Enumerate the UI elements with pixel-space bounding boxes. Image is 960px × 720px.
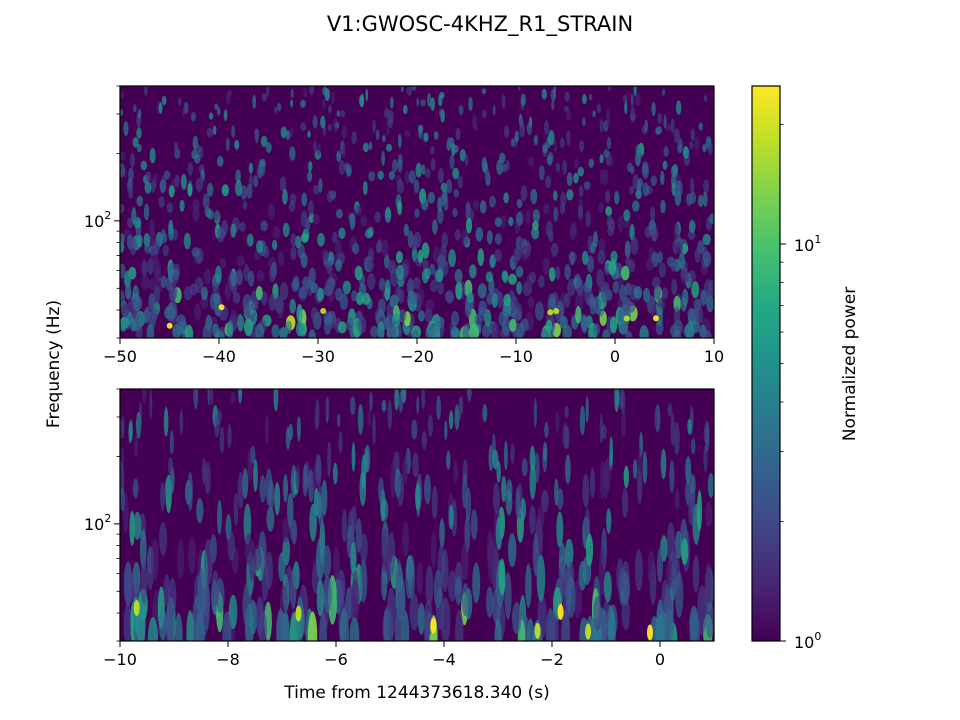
colorbar-tick-label: 100 (794, 630, 821, 652)
x-axis-label: Time from 1244373618.340 (s) (283, 683, 550, 703)
x-tick-label: −10 (499, 347, 533, 366)
colorbar-label: Normalized power (840, 287, 860, 441)
bottom-y-axis: 102 (84, 388, 120, 642)
top-x-axis: −50 −40 −30 −20 −10 0 10 (103, 338, 724, 366)
x-tick-label: −40 (202, 347, 236, 366)
top-heatmap (120, 86, 714, 338)
colorbar-tick-label: 101 (794, 233, 821, 255)
x-tick-label: −20 (400, 347, 434, 366)
x-tick-label: −2 (540, 650, 564, 669)
y-tick-label: 102 (84, 512, 111, 534)
x-tick-label: 0 (610, 347, 620, 366)
x-tick-label: −50 (103, 347, 137, 366)
colorbar: 100 101 Normalized power (751, 85, 860, 652)
y-axis-label: Frequency (Hz) (44, 300, 64, 428)
bottom-heatmap (120, 389, 714, 641)
bottom-panel: −10 −8 −6 −4 −2 0 102 (84, 388, 715, 669)
x-tick-label: −6 (324, 650, 348, 669)
colorbar-gradient (752, 86, 780, 641)
top-y-axis: 102 (84, 85, 120, 339)
x-tick-label: −4 (432, 650, 456, 669)
x-tick-label: 0 (655, 650, 665, 669)
x-tick-label: 10 (704, 347, 724, 366)
x-tick-label: −8 (216, 650, 240, 669)
x-tick-label: −10 (103, 650, 137, 669)
chart-title: V1:GWOSC-4KHZ_R1_STRAIN (327, 12, 633, 37)
colorbar-ticks: 100 101 (780, 124, 821, 652)
bottom-x-axis: −10 −8 −6 −4 −2 0 (103, 641, 665, 669)
bottom-plot-frame (119, 388, 715, 642)
x-tick-label: −30 (301, 347, 335, 366)
y-tick-label: 102 (84, 209, 111, 231)
top-panel: −50 −40 −30 −20 −10 0 10 102 (84, 85, 724, 366)
